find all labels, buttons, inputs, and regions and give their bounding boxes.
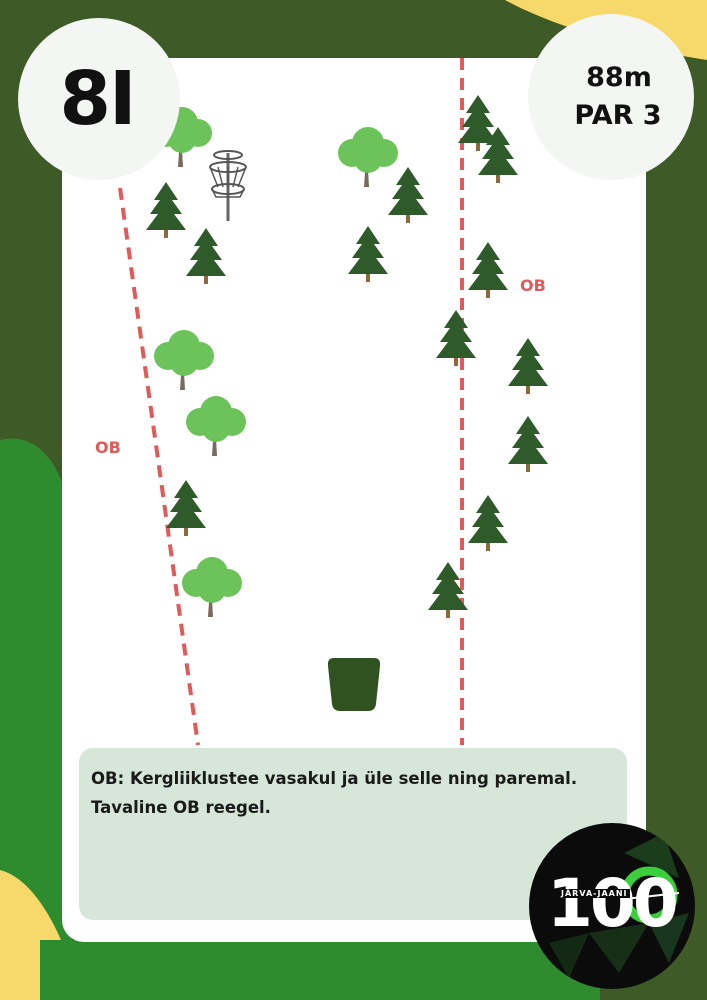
ob-label-right: OB <box>520 276 546 295</box>
deciduous-tree-icon <box>182 557 242 617</box>
logo-number: 100 <box>547 865 679 942</box>
conifer-tree-icon <box>508 338 548 394</box>
hole-number: 8I <box>59 56 136 142</box>
hole-number-badge: 8I <box>18 18 180 180</box>
conifer-tree-icon <box>186 228 226 284</box>
jarva-jaani-100-logo: 100 JÄRVA-JAANI <box>529 823 695 989</box>
logo-subtitle: JÄRVA-JAANI <box>559 889 630 898</box>
logo-triangles <box>549 833 689 978</box>
disc-golf-basket-icon <box>209 150 247 221</box>
tee-pad-icon <box>327 658 381 711</box>
ob-line-left <box>118 187 200 746</box>
deciduous-tree-icon <box>338 127 398 187</box>
conifer-tree-icon <box>468 242 508 298</box>
bg-green-left <box>0 438 72 1000</box>
hole-par: PAR 3 <box>574 100 662 131</box>
conifer-tree-icon <box>436 310 476 366</box>
deciduous-tree-icon <box>154 330 214 390</box>
hole-distance: 88m <box>586 62 652 93</box>
conifer-tree-icon <box>146 182 186 238</box>
conifer-tree-icon <box>508 416 548 472</box>
deciduous-tree-icon <box>186 396 246 456</box>
conifer-tree-icon <box>388 167 428 223</box>
hole-info-badge: 88m PAR 3 <box>528 14 694 180</box>
notes-line-2: Tavaline OB reegel. <box>91 798 271 817</box>
conifer-tree-icon <box>166 480 206 536</box>
ob-label-left: OB <box>95 438 121 457</box>
conifer-tree-icon <box>468 495 508 551</box>
bg-green-bottom <box>40 940 600 1000</box>
notes-line-1: OB: Kergliiklustee vasakul ja üle selle … <box>91 769 578 788</box>
conifer-tree-icon <box>348 226 388 282</box>
